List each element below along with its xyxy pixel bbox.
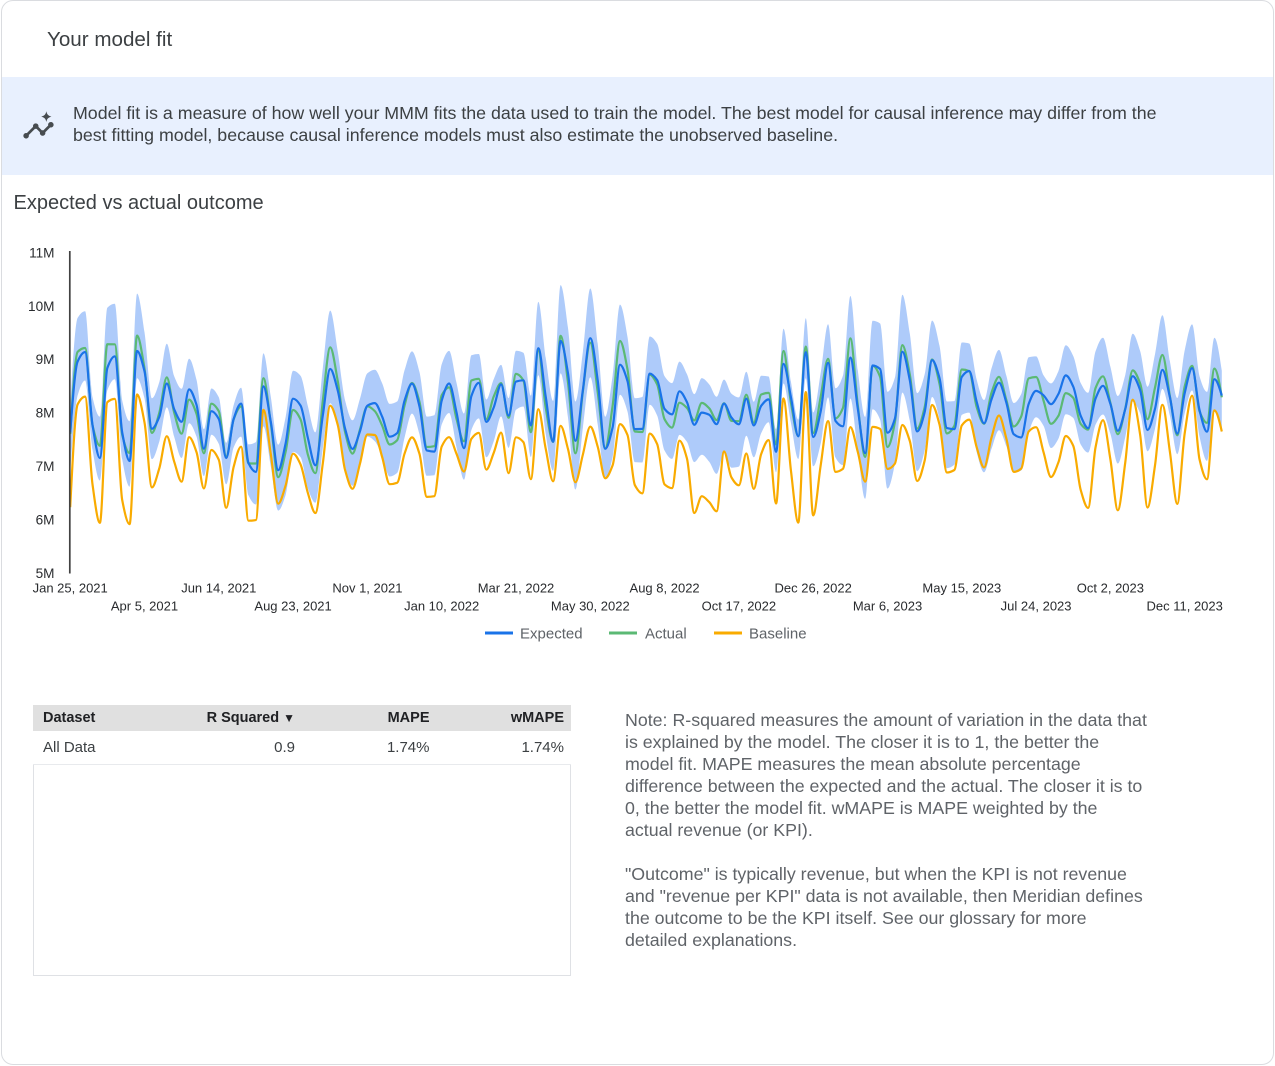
svg-text:May 15, 2023: May 15, 2023 xyxy=(922,580,1001,595)
svg-text:Dec 26, 2022: Dec 26, 2022 xyxy=(775,580,852,595)
svg-text:Aug 23, 2021: Aug 23, 2021 xyxy=(254,598,331,613)
svg-text:Oct 17, 2022: Oct 17, 2022 xyxy=(702,598,776,613)
svg-text:Expected: Expected xyxy=(520,626,583,643)
svg-text:Aug 8, 2022: Aug 8, 2022 xyxy=(630,580,700,595)
svg-text:Apr 5, 2021: Apr 5, 2021 xyxy=(111,598,178,613)
svg-text:Mar 6, 2023: Mar 6, 2023 xyxy=(853,598,922,613)
svg-text:Jun 14, 2021: Jun 14, 2021 xyxy=(181,580,256,595)
svg-text:7M: 7M xyxy=(36,459,55,474)
svg-text:Nov 1, 2021: Nov 1, 2021 xyxy=(332,580,402,595)
svg-text:9M: 9M xyxy=(36,352,55,367)
svg-text:Actual: Actual xyxy=(645,626,687,643)
svg-text:11M: 11M xyxy=(29,245,54,260)
svg-text:Jan 25, 2021: Jan 25, 2021 xyxy=(33,580,108,595)
svg-text:10M: 10M xyxy=(28,299,54,314)
svg-text:Dec 11, 2023: Dec 11, 2023 xyxy=(1147,598,1223,613)
svg-text:Jul 24, 2023: Jul 24, 2023 xyxy=(1001,598,1072,613)
svg-text:Mar 21, 2022: Mar 21, 2022 xyxy=(478,580,555,595)
svg-text:8M: 8M xyxy=(36,406,55,421)
svg-text:5M: 5M xyxy=(36,566,55,581)
svg-text:Oct 2, 2023: Oct 2, 2023 xyxy=(1077,580,1144,595)
svg-text:6M: 6M xyxy=(36,512,55,527)
svg-text:Jan 10, 2022: Jan 10, 2022 xyxy=(404,598,479,613)
svg-text:May 30, 2022: May 30, 2022 xyxy=(551,598,630,613)
svg-text:Baseline: Baseline xyxy=(749,626,807,643)
